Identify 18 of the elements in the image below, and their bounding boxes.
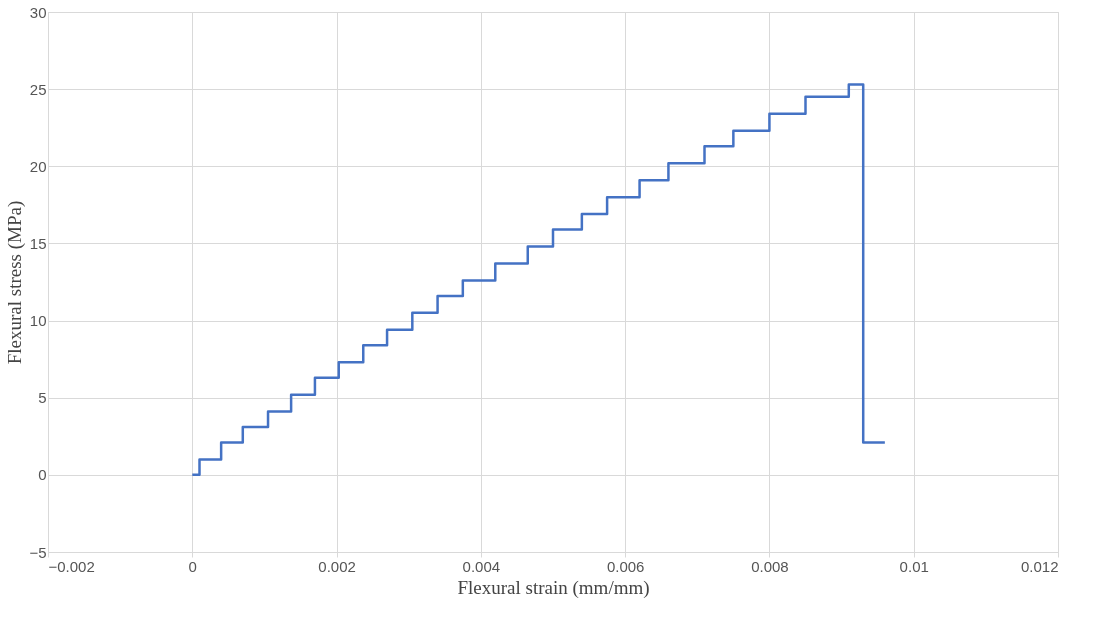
y-axis-title: Flexural stress (MPa) xyxy=(4,200,27,365)
x-tick-label: 0.012 xyxy=(1020,557,1059,575)
x-tick-label: 0 xyxy=(188,557,197,575)
x-tick-label: −0.002 xyxy=(48,557,95,575)
y-tick-label: 0 xyxy=(38,466,47,484)
y-tick-label: 10 xyxy=(29,312,47,330)
y-tick-label: 30 xyxy=(29,3,47,21)
x-tick-label: 0.006 xyxy=(606,557,645,575)
y-tick-label: 5 xyxy=(38,389,47,407)
x-tick-label: 0.004 xyxy=(462,557,501,575)
x-tick-label: 0.01 xyxy=(899,557,929,575)
x-axis-title: Flexural strain (mm/mm) xyxy=(457,576,650,599)
y-tick-label: 20 xyxy=(29,157,47,175)
y-tick-label: 25 xyxy=(29,80,47,98)
x-tick-label: 0.008 xyxy=(751,557,789,575)
y-tick-label: −5 xyxy=(29,543,47,561)
y-tick-label: 15 xyxy=(29,234,47,252)
x-tick-label: 0.002 xyxy=(318,557,356,575)
